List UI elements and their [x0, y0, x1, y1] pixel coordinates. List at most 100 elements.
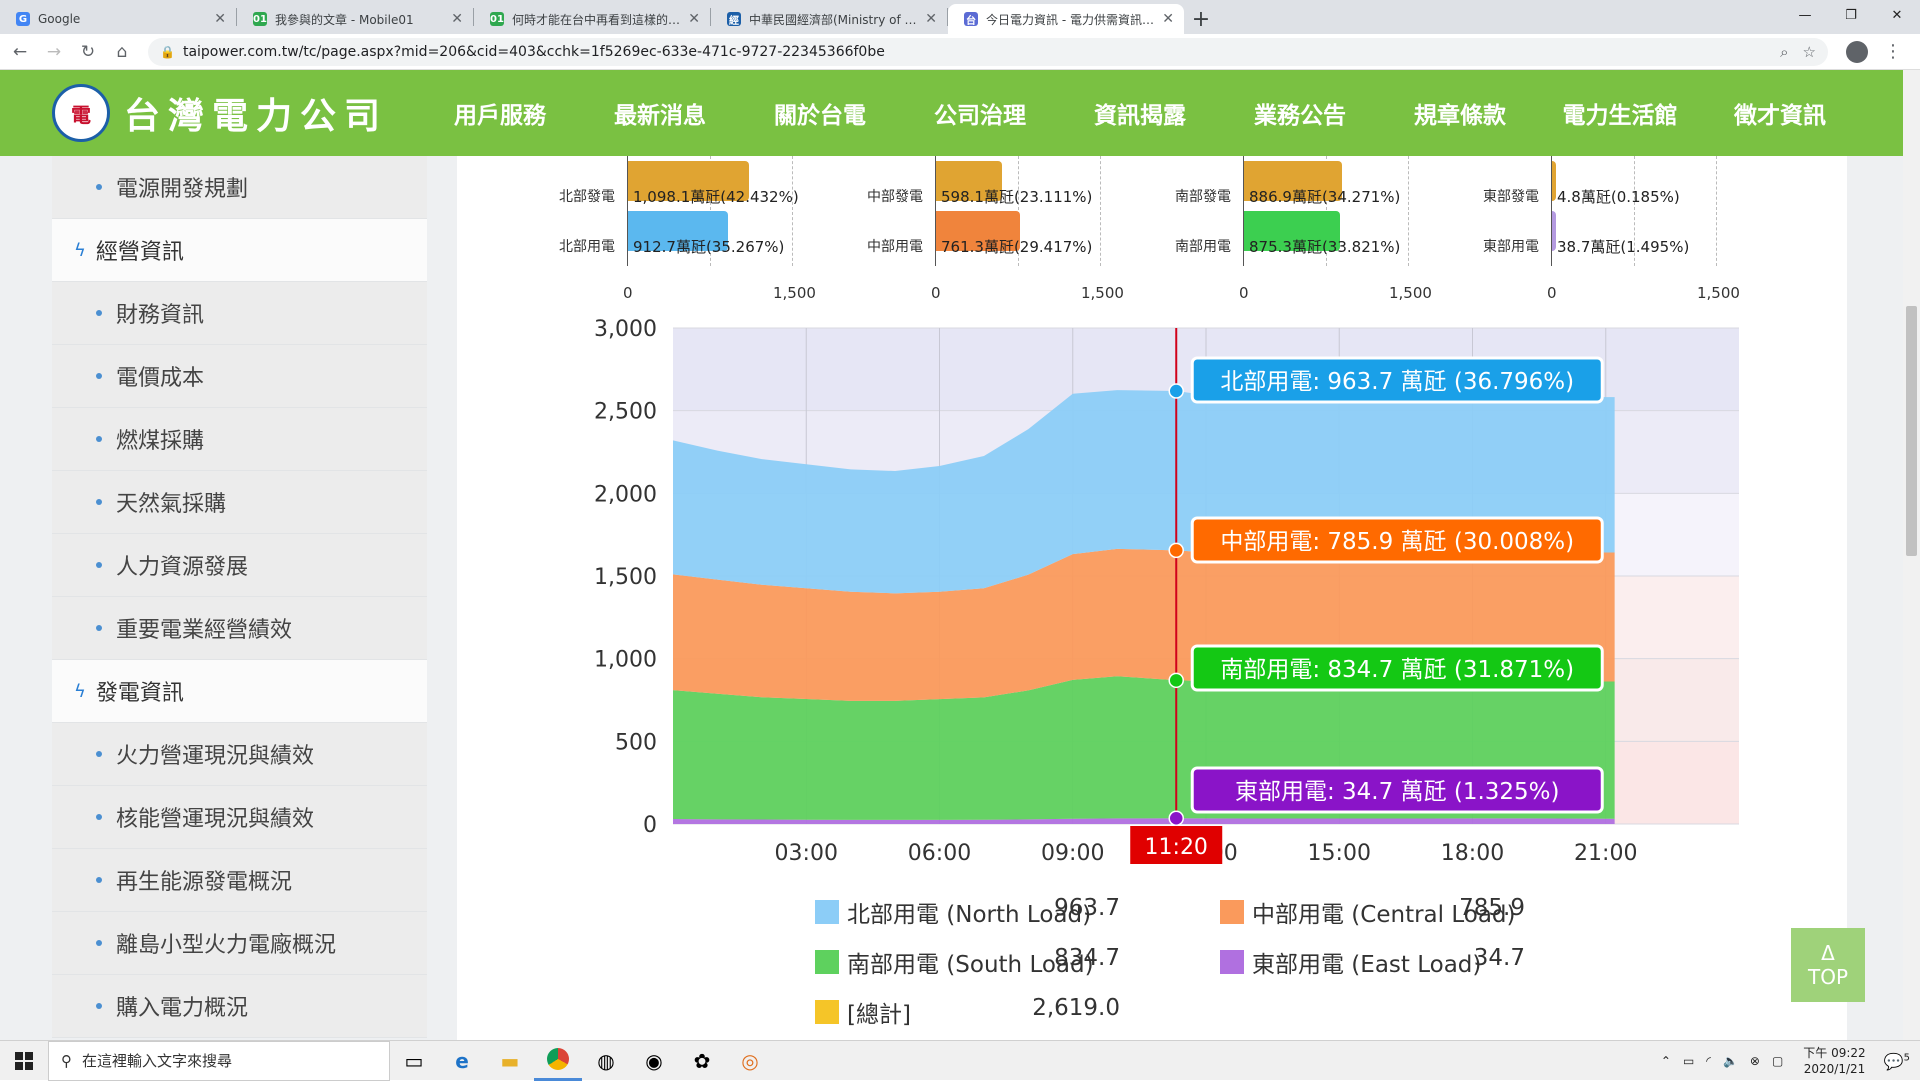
tab-favicon-icon: 台 [964, 12, 978, 27]
tablet-icon[interactable]: ▢ [1771, 1054, 1784, 1068]
legend-item[interactable]: 中部用電 (Central Load) [1220, 895, 1516, 929]
x-tick-label: 21:00 [1574, 841, 1637, 866]
nav-item[interactable]: 公司治理 [934, 103, 1026, 129]
browser-tab[interactable]: 經中華民國經濟部(Ministry of Econ ✕ [711, 4, 947, 34]
zoom-icon[interactable]: ⌕ [1780, 42, 1789, 61]
region-bar-axis [1551, 156, 1552, 266]
taskbar-search[interactable]: ⚲ 在這裡輸入文字來搜尋 [48, 1040, 390, 1081]
sidebar-item[interactable]: 再生能源發電概況 [52, 849, 427, 912]
region-axis-tick: 1,500 [1697, 284, 1740, 302]
app-icon-4[interactable]: ◎ [741, 1048, 759, 1073]
tab-close-icon[interactable]: ✕ [1162, 11, 1174, 27]
maximize-button[interactable]: ❐ [1845, 7, 1857, 23]
windows-start-button[interactable] [0, 1041, 48, 1081]
ime-icon[interactable]: ⊗ [1749, 1054, 1760, 1068]
back-button[interactable]: ← [12, 41, 28, 62]
region-bar-axis [935, 156, 936, 266]
nav-item[interactable]: 規章條款 [1414, 103, 1506, 129]
tab-close-icon[interactable]: ✕ [451, 11, 463, 27]
reload-button[interactable]: ↻ [80, 41, 96, 62]
legend-swatch [815, 900, 839, 924]
nav-item[interactable]: 業務公告 [1254, 103, 1346, 129]
nav-item[interactable]: 徵才資訊 [1734, 103, 1826, 129]
nav-item[interactable]: 用戶服務 [454, 103, 546, 129]
profile-avatar[interactable] [1846, 40, 1868, 63]
minimize-button[interactable]: — [1798, 7, 1812, 23]
browser-tab[interactable]: 01 何時才能在台中再看到這樣的藍天 ✕ [474, 4, 710, 34]
sidebar-item[interactable]: ϟ 經營資訊 [52, 219, 427, 282]
page-body: 電源開發規劃 ϟ 經營資訊財務資訊電價成本 燃煤採購天然氣採購人力資源發展重要電業經營… [0, 156, 1920, 1040]
sidebar-item[interactable]: 購入電力概況 [52, 975, 427, 1038]
nav-item[interactable]: 最新消息 [614, 103, 706, 129]
app-icon-2[interactable]: ◉ [645, 1048, 663, 1073]
region-load-label: 中部用電 [867, 239, 923, 255]
legend-item[interactable]: 北部用電 (North Load) [815, 895, 1091, 929]
sidebar-item-label: 重要電業經營績效 [116, 618, 293, 643]
sidebar-item-label: 財務資訊 [116, 303, 205, 328]
legend-label: 中部用電 (Central Load) [1252, 902, 1516, 928]
tooltip-box [1190, 516, 1604, 564]
browser-toolbar: ← → ↻ ⌂ 🔒 taipower.com.tw/tc/page.aspx?m… [0, 34, 1920, 70]
region-gen-label: 東部發電 [1483, 189, 1539, 205]
region-axis-tick: 1,500 [1389, 284, 1432, 302]
legend-item[interactable]: [總計] [815, 995, 911, 1029]
sidebar-item[interactable]: 電價成本 [52, 345, 427, 408]
y-tick-label: 1,000 [594, 648, 657, 673]
tray-chevron-icon[interactable]: ⌃ [1660, 1054, 1671, 1068]
forward-button[interactable]: → [46, 41, 62, 62]
tab-close-icon[interactable]: ✕ [925, 11, 937, 27]
home-button[interactable]: ⌂ [116, 41, 128, 62]
app-icon-3[interactable]: ✿ [693, 1048, 711, 1073]
browser-tab[interactable]: 台今日電力資訊 - 電力供需資訊 - 資 ✕ [948, 4, 1184, 34]
site-logo[interactable]: 電 台灣電力公司 [52, 84, 388, 142]
edge-browser-icon[interactable]: e [455, 1048, 469, 1073]
app-icon-1[interactable]: ◍ [597, 1048, 615, 1073]
region-load-label: 東部用電 [1483, 239, 1539, 255]
task-view-icon[interactable]: ▭ [404, 1048, 424, 1073]
sidebar-item[interactable]: 火力營運現況與績效 [52, 723, 427, 786]
clock[interactable]: 下午 09:22 2020/1/21 [1803, 1045, 1865, 1077]
time-cursor-label: 11:20 [1145, 835, 1208, 860]
sidebar-item[interactable]: 天然氣採購 [52, 471, 427, 534]
bookmark-star-icon[interactable]: ☆ [1802, 42, 1816, 61]
sidebar-item[interactable]: 離島小型火力電廠概況 [52, 912, 427, 975]
notification-icon[interactable]: 💬5 [1883, 1051, 1910, 1071]
tab-separator [236, 8, 237, 26]
network-icon[interactable]: ◜ [1706, 1054, 1711, 1068]
close-window-button[interactable]: ✕ [1891, 7, 1903, 23]
sidebar-item-label: 天然氣採購 [116, 492, 227, 517]
lightning-icon: ϟ [74, 239, 86, 261]
legend-item[interactable]: 南部用電 (South Load) [815, 945, 1094, 979]
battery-icon[interactable]: ▭ [1682, 1054, 1695, 1068]
nav-item[interactable]: 資訊揭露 [1060, 70, 1220, 170]
bullet-icon [96, 877, 102, 883]
area-series [673, 818, 1615, 824]
sidebar-item[interactable]: 人力資源發展 [52, 534, 427, 597]
chrome-icon[interactable] [534, 1041, 582, 1081]
volume-icon[interactable]: 🔈 [1722, 1054, 1738, 1068]
nav-item[interactable]: 電力生活館 [1562, 103, 1678, 129]
browser-tab[interactable]: 01 我參與的文章 - Mobile01 ✕ [237, 4, 473, 34]
browser-tab[interactable]: G Google ✕ [0, 4, 236, 34]
tab-title: 我參與的文章 - Mobile01 [275, 12, 414, 27]
file-explorer-icon[interactable]: ▬ [500, 1048, 520, 1073]
content-area: 北部發電 北部用電 1,098.1萬瓩(42.432%) 912.7萬瓩(35.267… [457, 156, 1847, 1040]
sidebar-item[interactable]: 核能營運現況與績效 [52, 786, 427, 849]
scrollbar-thumb[interactable] [1906, 306, 1917, 556]
bullet-icon [96, 625, 102, 631]
tab-close-icon[interactable]: ✕ [214, 11, 226, 27]
sidebar-item[interactable]: 電源開發規劃 [52, 156, 427, 219]
back-to-top-button[interactable]: Δ TOP [1791, 928, 1865, 1002]
tab-close-icon[interactable]: ✕ [688, 11, 700, 27]
sidebar-item[interactable]: 重要電業經營績效 [52, 597, 427, 660]
new-tab-button[interactable]: + [1191, 6, 1211, 32]
x-tick-label: 06:00 [908, 841, 971, 866]
menu-kebab-icon[interactable]: ⋮ [1884, 41, 1902, 62]
nav-item[interactable]: 關於台電 [774, 103, 866, 129]
sidebar-item[interactable]: 燃煤採購 [52, 408, 427, 471]
sidebar-item[interactable]: ϟ 發電資訊 [52, 660, 427, 723]
page-scrollbar[interactable] [1903, 70, 1920, 1040]
legend-item[interactable]: 東部用電 (East Load) [1220, 945, 1481, 979]
address-bar[interactable]: 🔒 taipower.com.tw/tc/page.aspx?mid=206&c… [148, 37, 1828, 66]
sidebar-item[interactable]: 財務資訊 [52, 282, 427, 345]
